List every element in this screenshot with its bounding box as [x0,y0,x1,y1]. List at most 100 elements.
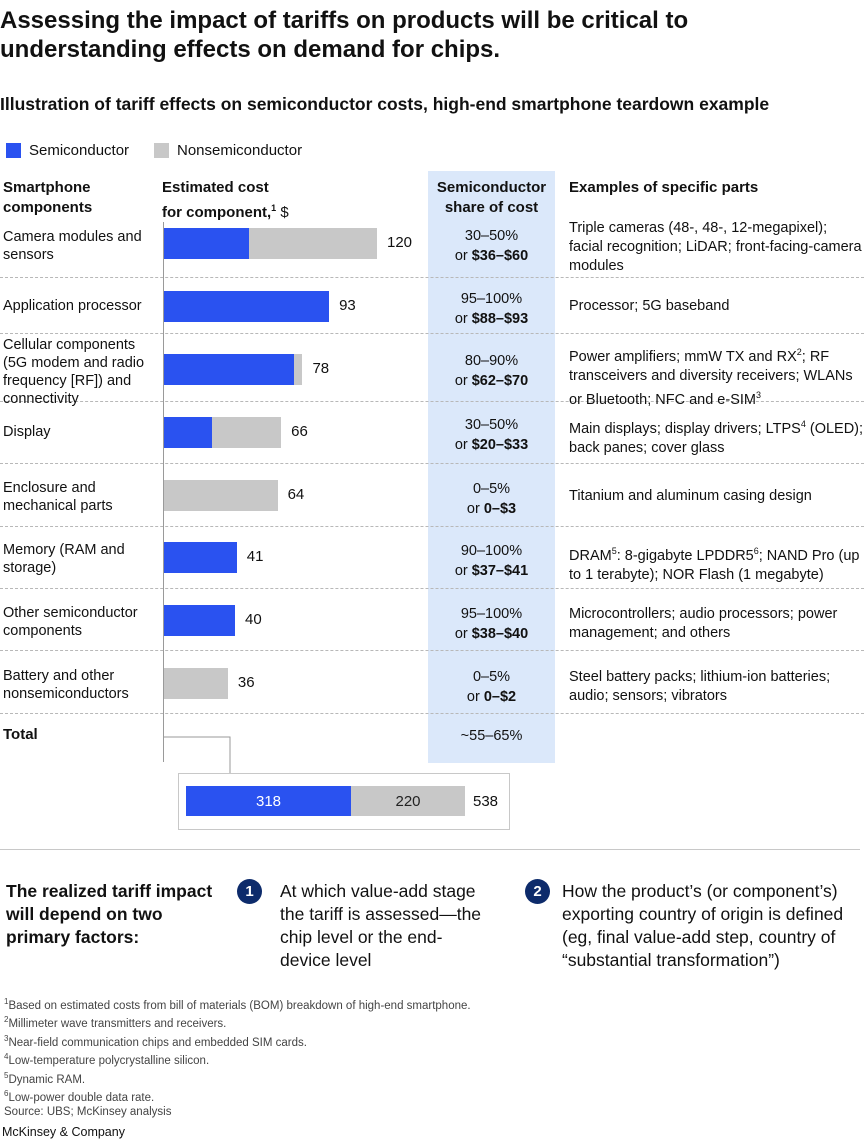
bar-value-label: 64 [287,486,305,503]
parts-text: (OLED); back panes; cover glass [569,420,864,456]
footnote-text: Near-field communication chips and embed… [8,1036,307,1049]
section-divider [0,849,860,850]
parts-text: ; NAND Pro (up to 1 terabyte); NOR Flash… [569,547,860,583]
factor-1-number: 1 [237,879,262,904]
row-divider [0,277,864,278]
share-cell: 95–100% or $88–$93 [428,289,555,329]
footnote-ref: 4 [800,419,806,429]
bar-nonsemiconductor [164,668,228,699]
footnote: 6Low-power double data rate. [4,1087,471,1105]
share-cell: 80–90% or $62–$70 [428,351,555,391]
legend-label-nonsemiconductor: Nonsemiconductor [177,142,303,159]
component-label: Memory (RAM and storage) [3,542,125,576]
row-divider [0,401,864,402]
footnote-ref: 3 [755,389,761,400]
component-label: Battery and other nonsemiconductors [3,668,129,702]
share-percent: 80–90% [464,353,519,369]
parts-text: DRAM [569,547,612,564]
share-cell: 30–50% or $36–$60 [428,226,555,266]
total-bar-nonsemiconductor: 220 [351,786,465,816]
bar-semiconductor [164,291,330,322]
factor-2-number: 2 [525,879,550,904]
parts-description: Main displays; display drivers; LTPS4 (O… [569,415,864,458]
share-percent: 0–5% [472,481,511,497]
share-amount: $37–$41 [471,563,529,579]
factor-2-text: How the product’s (or component’s) expor… [562,881,844,970]
row-divider [0,713,864,714]
share-cell: 0–5% or 0–$2 [428,667,555,707]
footnote: 2Millimeter wave transmitters and receiv… [4,1013,471,1031]
bar-nonsemiconductor [249,228,377,259]
brand-label: McKinsey & Company [2,1125,125,1139]
bar-value-label: 40 [245,611,262,628]
footnote-text: Millimeter wave transmitters and receive… [8,1018,227,1031]
footnote: 4Low-temperature polycrystalline silicon… [4,1050,471,1068]
parts-description: Power amplifiers; mmW TX and RX2; RF tra… [569,343,864,410]
share-amount: 0–$2 [483,689,517,705]
header-share: Semiconductor share of cost [428,178,555,218]
header-components: Smartphone components [3,178,92,218]
bar-value-label: 36 [237,674,255,691]
share-percent: 95–100% [460,606,523,622]
share-column-background [428,171,555,763]
footnote-number: 5 [4,1070,9,1080]
footnote: Source: UBS; McKinsey analysis [4,1106,471,1120]
parts-description: Processor; 5G baseband [569,298,730,314]
share-percent: 30–50% [464,417,519,433]
parts-description: Titanium and aluminum casing design [569,488,812,504]
header-parts: Examples of specific parts [569,179,759,196]
share-amount: $62–$70 [471,373,529,389]
factors-lead: The realized tariff impact will depend o… [6,881,213,947]
parts-description: Microcontrollers; audio processors; powe… [569,606,838,641]
legend-label-semiconductor: Semiconductor [29,142,130,159]
share-cell: 30–50% or $20–$33 [428,415,555,455]
bar-value-label: 78 [312,360,330,377]
footnotes: 1Based on estimated costs from bill of m… [4,995,471,1119]
share-amount: $20–$33 [471,437,529,453]
component-label: Application processor [3,298,142,314]
header-share-line1: Semiconductor [436,179,547,196]
total-connector [164,736,231,773]
footnote: 1Based on estimated costs from bill of m… [4,995,471,1013]
parts-text: Power amplifiers; mmW TX and RX [569,348,797,365]
footnote-number: 1 [4,997,9,1006]
row-divider [0,333,864,334]
share-or: or [454,248,472,264]
header-cost-unit: $ [276,204,289,221]
share-or: or [454,437,472,453]
bar-axis [163,222,164,762]
share-cell: 0–5% or 0–$3 [428,479,555,519]
total-share: ~55–65% [460,728,523,744]
total-label: Total [3,726,38,743]
share-percent: 95–100% [460,291,523,307]
share-cell: 90–100% or $37–$41 [428,541,555,581]
row-divider [0,588,864,589]
share-amount: $88–$93 [471,311,529,327]
share-or: or [454,563,472,579]
footnote-number: 2 [4,1015,9,1025]
component-label: Display [3,424,51,440]
bar-value-label: 41 [246,548,264,565]
bar-nonsemiconductor [293,354,303,385]
footnote: 3Near-field communication chips and embe… [4,1032,471,1050]
header-cost-line1: Estimated cost [162,179,269,196]
bar-semiconductor [164,417,212,448]
footnote-text: Dynamic RAM. [8,1073,86,1086]
header-cost-footnote: 1 [271,203,277,213]
parts-text: ; RF transceivers and diversity receiver… [569,348,853,408]
row-divider [0,526,864,527]
header-cost: Estimated cost for component,1 $ [162,178,289,223]
share-or: or [454,626,472,642]
share-or: or [466,689,484,705]
footnote-number: 3 [4,1033,9,1043]
footnote-ref: 6 [753,546,759,556]
header-components-line2: components [3,199,93,216]
share-amount: 0–$3 [483,501,517,517]
share-percent: 30–50% [464,228,519,244]
footnote-number: 4 [4,1052,9,1062]
parts-text: Main displays; display drivers; LTPS [569,420,801,437]
legend-swatch-semiconductor [6,143,21,158]
bar-semiconductor [164,228,250,259]
bar-nonsemiconductor [211,417,282,448]
total-value: 538 [473,793,499,810]
